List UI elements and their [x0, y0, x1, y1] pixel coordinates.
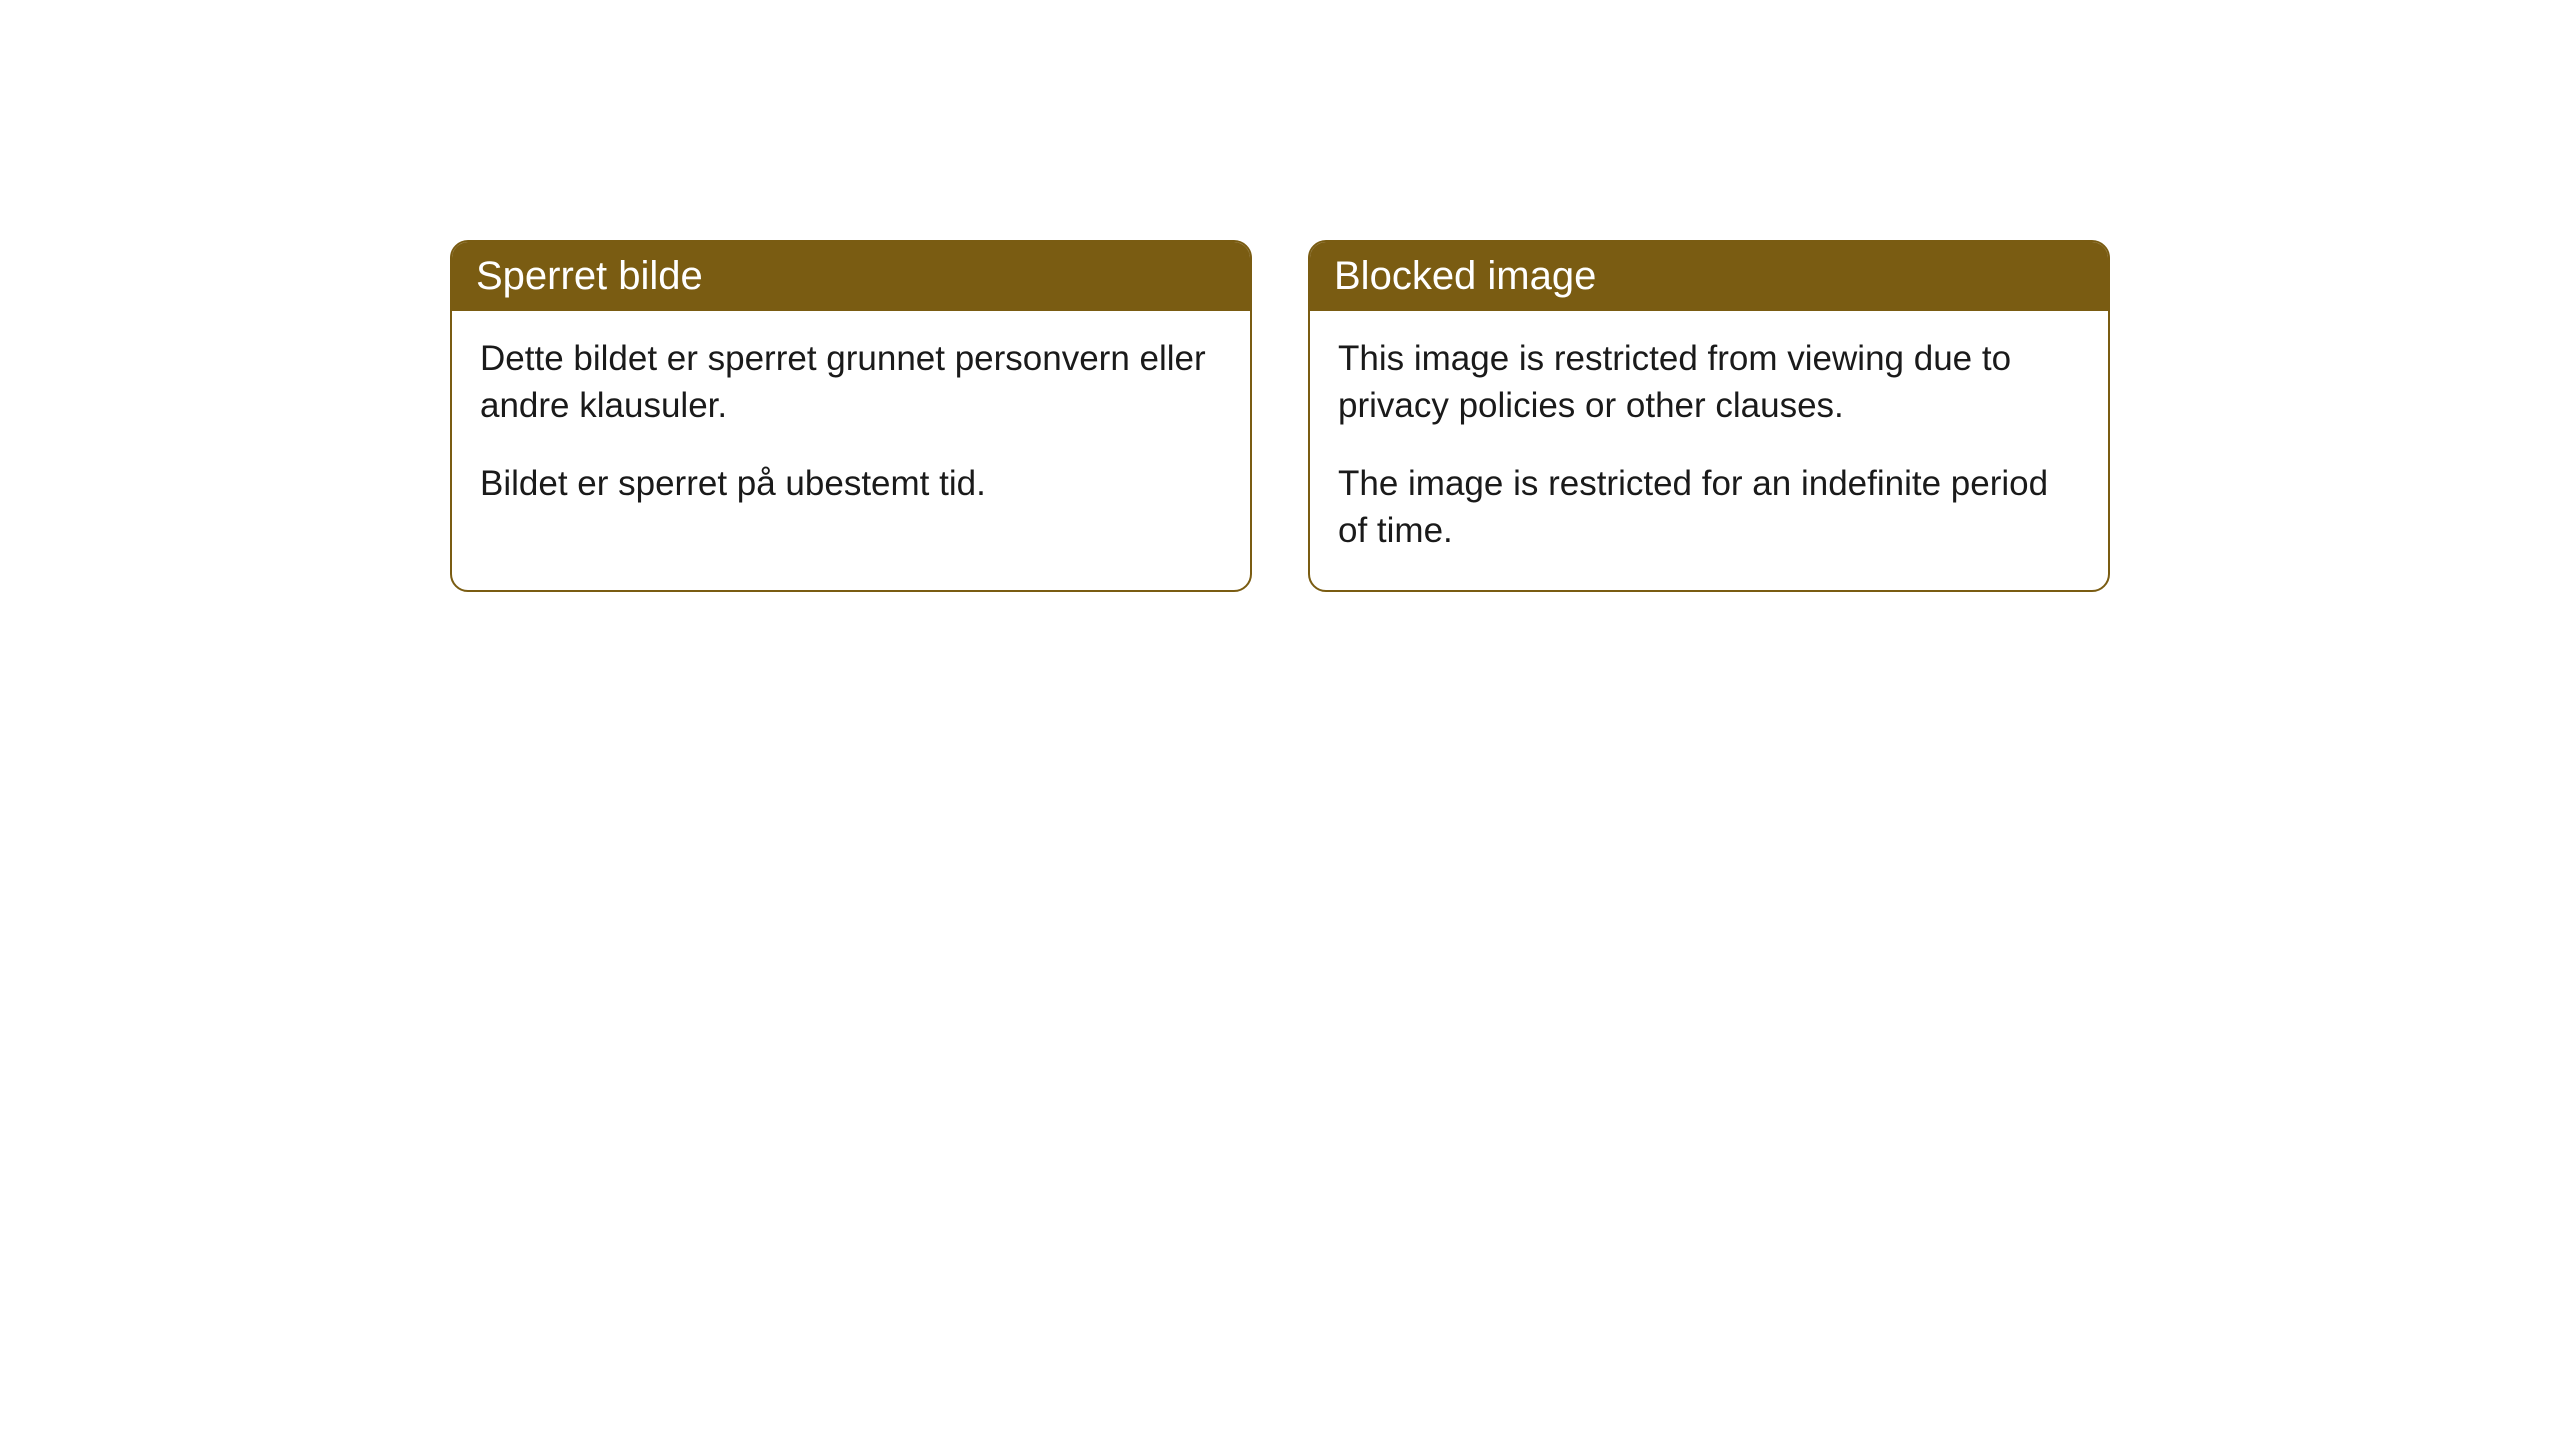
- card-title: Sperret bilde: [476, 254, 703, 298]
- card-paragraph: This image is restricted from viewing du…: [1338, 335, 2080, 430]
- card-header: Sperret bilde: [452, 242, 1250, 311]
- card-paragraph: Bildet er sperret på ubestemt tid.: [480, 460, 1222, 507]
- card-title: Blocked image: [1334, 254, 1596, 298]
- notice-card-english: Blocked image This image is restricted f…: [1308, 240, 2110, 592]
- card-body: Dette bildet er sperret grunnet personve…: [452, 311, 1250, 543]
- notice-cards-container: Sperret bilde Dette bildet er sperret gr…: [450, 240, 2110, 592]
- card-paragraph: Dette bildet er sperret grunnet personve…: [480, 335, 1222, 430]
- card-paragraph: The image is restricted for an indefinit…: [1338, 460, 2080, 555]
- notice-card-norwegian: Sperret bilde Dette bildet er sperret gr…: [450, 240, 1252, 592]
- card-header: Blocked image: [1310, 242, 2108, 311]
- card-body: This image is restricted from viewing du…: [1310, 311, 2108, 590]
